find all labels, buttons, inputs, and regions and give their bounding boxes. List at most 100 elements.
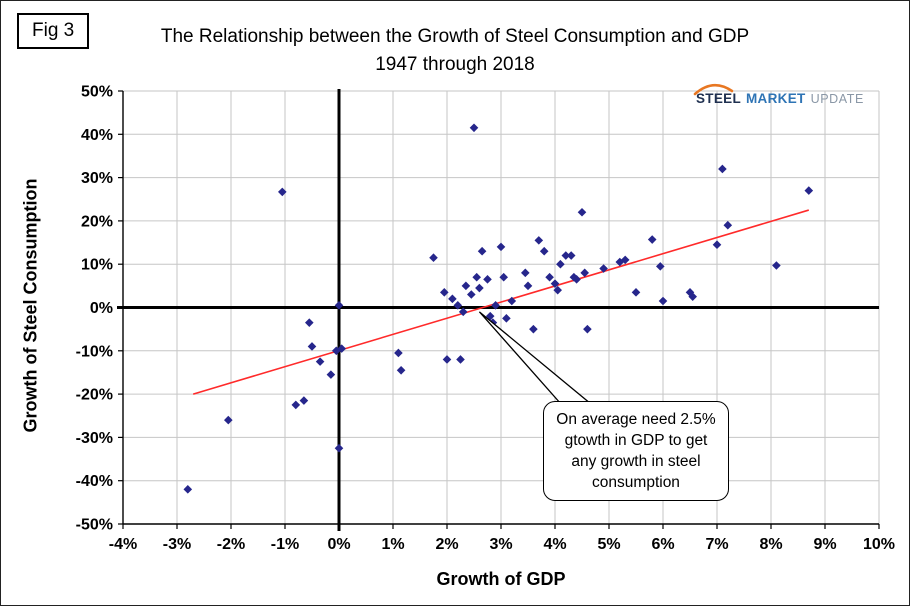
y-tick-label: -40% xyxy=(76,473,113,490)
x-tick-label: 7% xyxy=(705,536,728,553)
y-tick-label: 50% xyxy=(81,84,113,101)
data-point xyxy=(507,296,517,306)
chart-title-line2: 1947 through 2018 xyxy=(375,54,535,75)
data-point xyxy=(477,246,487,256)
y-tick-label: -20% xyxy=(76,387,113,404)
data-point xyxy=(772,261,781,270)
x-tick-label: 4% xyxy=(543,536,566,553)
data-point xyxy=(337,344,346,353)
logo-swoosh-icon xyxy=(693,83,734,96)
y-tick-label: -50% xyxy=(76,517,113,534)
trend-line xyxy=(192,209,810,395)
data-point xyxy=(475,283,484,293)
data-point xyxy=(620,255,630,265)
data-point xyxy=(332,346,341,356)
data-point xyxy=(556,259,565,269)
annotation-callout: On average need 2.5% gtowth in GDP to ge… xyxy=(543,401,729,501)
data-point xyxy=(572,275,581,284)
data-point xyxy=(334,301,344,310)
data-point xyxy=(224,415,233,425)
data-point xyxy=(458,307,468,317)
data-point xyxy=(315,357,325,366)
data-point xyxy=(472,272,481,282)
data-point xyxy=(553,285,562,295)
data-point xyxy=(631,288,641,297)
data-point xyxy=(685,288,695,297)
data-point xyxy=(278,187,287,197)
data-point xyxy=(529,324,538,334)
data-point xyxy=(545,272,554,282)
data-point xyxy=(534,236,544,245)
data-point xyxy=(467,290,476,299)
y-tick-label: 30% xyxy=(81,170,113,187)
data-point xyxy=(307,342,317,351)
x-tick-label: 3% xyxy=(489,536,512,553)
data-point xyxy=(658,296,668,306)
x-tick-label: -2% xyxy=(217,536,245,553)
data-point xyxy=(583,324,592,334)
chart-title: The Relationship between the Growth of S… xyxy=(1,23,909,79)
x-tick-label: 5% xyxy=(597,536,620,553)
annotation-pointer xyxy=(478,311,593,405)
annotation-line: On average need 2.5% xyxy=(556,411,716,428)
data-point xyxy=(334,443,344,453)
data-point xyxy=(539,246,549,256)
x-tick-label: 2% xyxy=(435,536,458,553)
annotation-line: gtowth in GDP to get xyxy=(564,432,708,449)
data-point xyxy=(483,275,492,284)
y-tick-label: -10% xyxy=(76,343,113,360)
data-point xyxy=(440,288,449,297)
data-point xyxy=(580,268,589,278)
figure-number-label: Fig 3 xyxy=(17,13,90,49)
data-point xyxy=(453,301,463,310)
data-point xyxy=(523,281,533,291)
data-point xyxy=(291,400,301,410)
x-tick-label: -3% xyxy=(163,536,191,553)
data-point xyxy=(688,292,697,301)
y-tick-label: 20% xyxy=(81,213,113,230)
data-point xyxy=(429,253,438,263)
data-point xyxy=(561,251,571,260)
data-point xyxy=(442,355,452,364)
x-tick-label: 1% xyxy=(381,536,404,553)
data-point xyxy=(299,396,309,405)
data-point xyxy=(521,268,530,278)
x-tick-label: -1% xyxy=(271,536,299,553)
annotation-line: any growth in steel xyxy=(571,453,701,470)
y-tick-label: 0% xyxy=(90,300,113,317)
data-point xyxy=(326,370,336,379)
data-point xyxy=(804,186,814,195)
data-point xyxy=(566,251,576,260)
logo-word-steel: STEEL xyxy=(696,91,742,106)
y-tick-label: 10% xyxy=(81,257,113,274)
data-point xyxy=(723,220,733,230)
y-axis-title: Growth of Steel Consumption xyxy=(20,178,41,433)
chart-title-line1: The Relationship between the Growth of S… xyxy=(160,26,750,47)
data-point xyxy=(550,279,560,288)
data-point xyxy=(183,485,193,494)
data-point xyxy=(456,355,465,364)
data-point xyxy=(656,262,665,271)
data-point xyxy=(577,207,587,217)
data-point xyxy=(394,348,403,358)
data-point xyxy=(469,123,479,133)
x-tick-label: -4% xyxy=(109,536,137,553)
y-tick-label: 40% xyxy=(81,127,113,144)
logo-word-market: MARKET xyxy=(746,91,806,106)
data-point xyxy=(647,235,657,244)
data-point xyxy=(396,365,406,375)
x-tick-label: 0% xyxy=(327,536,350,553)
data-point xyxy=(305,318,314,327)
x-axis-title: Growth of GDP xyxy=(436,569,566,589)
x-tick-label: 6% xyxy=(651,536,674,553)
data-point xyxy=(491,301,500,310)
data-point xyxy=(485,311,495,321)
data-point xyxy=(502,314,511,323)
data-point xyxy=(718,164,727,174)
data-point xyxy=(496,242,506,252)
data-point xyxy=(499,272,508,282)
x-tick-label: 9% xyxy=(813,536,836,553)
data-point xyxy=(461,281,471,291)
